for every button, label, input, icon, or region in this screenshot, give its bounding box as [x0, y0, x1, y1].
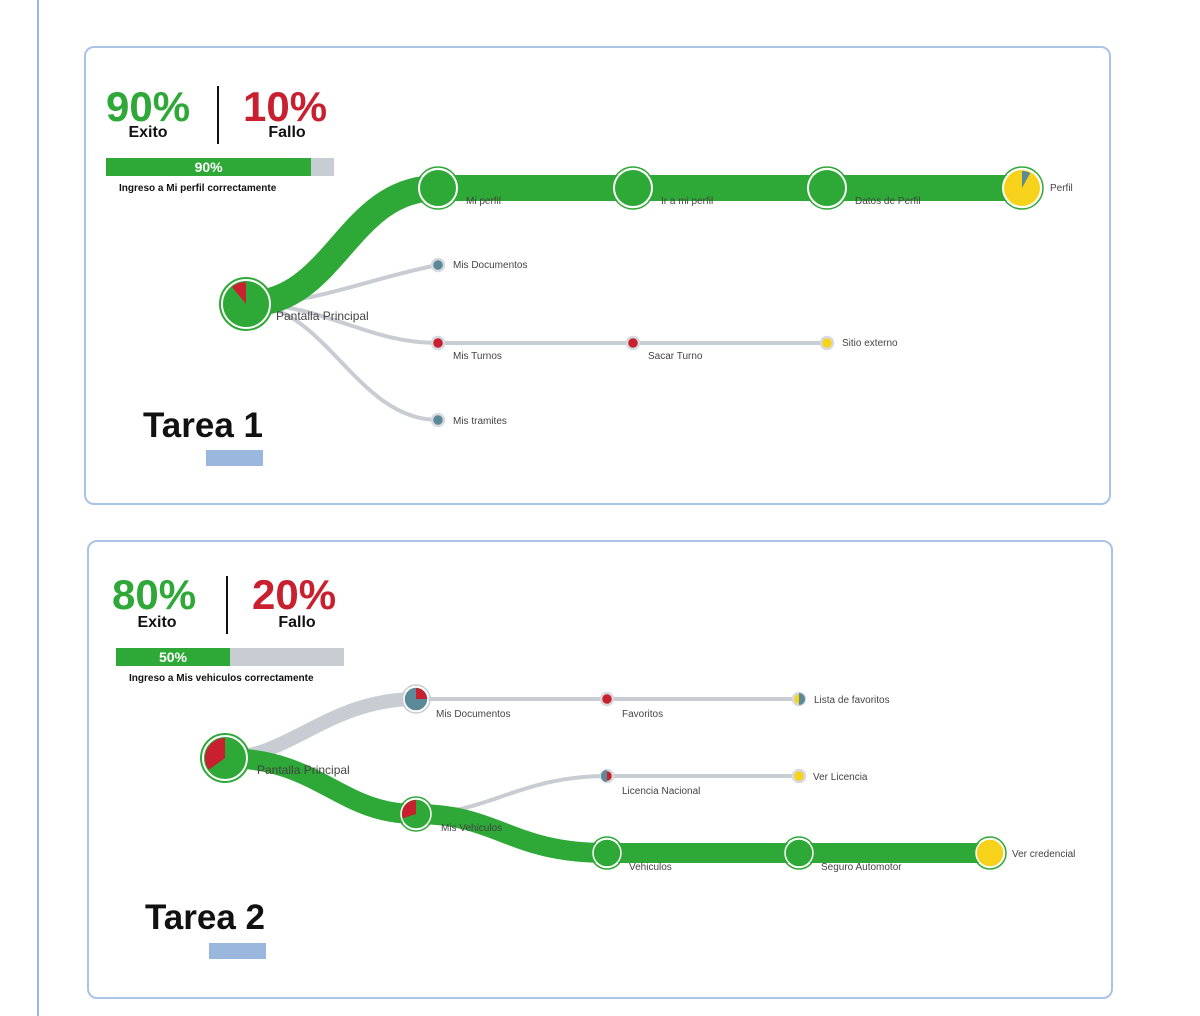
node-fail-slice: [416, 688, 427, 699]
node-ring: [782, 836, 816, 870]
node-favoritos[interactable]: [599, 691, 615, 707]
node-circle: [819, 335, 835, 351]
node-mis-tramites-label: Mis tramites: [453, 416, 507, 427]
node-datos-de-perfil[interactable]: [805, 166, 849, 210]
node-perfil[interactable]: [1000, 166, 1044, 210]
node-circle: [784, 838, 814, 868]
fail-percentage: 10%: [243, 83, 328, 130]
node-circle: [430, 257, 446, 273]
task-marker: [209, 943, 266, 959]
node-datos-de-perfil-label: Datos de Perfil: [855, 196, 921, 207]
node-circle: [430, 412, 446, 428]
node-root[interactable]: [200, 733, 250, 783]
completion-progress-bar: 90%: [106, 158, 334, 176]
node-ring: [973, 836, 1007, 870]
node-lista-de-favoritos-label: Lista de favoritos: [814, 695, 890, 706]
task-card-2: 80% Exito 20% Fallo 50% Ingreso a Mis ve…: [87, 540, 1113, 999]
node-perfil-label: Perfil: [1050, 183, 1073, 194]
node-mis-tramites[interactable]: [430, 412, 446, 428]
node-ring: [398, 796, 434, 832]
task-card-1: 90% Exito 10% Fallo 90% Ingreso a Mi per…: [84, 46, 1111, 505]
node-seguro-automotor[interactable]: [782, 836, 816, 870]
node-ver-credencial[interactable]: [973, 836, 1007, 870]
success-percentage: 90%: [106, 83, 191, 130]
fail-label: Fallo: [268, 124, 306, 141]
node-circle: [807, 168, 847, 208]
node-lista-de-favoritos[interactable]: [791, 691, 807, 707]
node-favoritos-label: Favoritos: [622, 709, 663, 720]
node-ring: [401, 684, 431, 714]
node-licencia-nacional[interactable]: [599, 768, 615, 784]
task-marker: [206, 450, 263, 466]
task-title: Tarea 2: [145, 898, 265, 937]
node-mi-perfil[interactable]: [416, 166, 460, 210]
node-mis-vehiculos[interactable]: [398, 796, 434, 832]
flow-diagram: Pantalla Principal Mis Documentos Favori…: [200, 684, 1075, 873]
node-vehiculos[interactable]: [590, 836, 624, 870]
node-fail-slice: [402, 800, 416, 819]
node-teal-half: [799, 693, 805, 705]
node-ir-a-mi-perfil[interactable]: [611, 166, 655, 210]
node-root-label: Pantalla Principal: [257, 763, 350, 777]
node-circle: [599, 691, 615, 707]
flow-diagram: Pantalla Principal Mi perfil Ir a mi per…: [219, 166, 1073, 428]
node-ring: [200, 733, 250, 783]
progress-text: 50%: [158, 649, 188, 665]
fail-label: Fallo: [278, 614, 316, 631]
end-teal-slice: [1022, 171, 1031, 188]
task-title: Tarea 1: [143, 406, 263, 445]
node-circle: [613, 168, 653, 208]
node-ver-licencia[interactable]: [791, 768, 807, 784]
node-ring: [611, 166, 655, 210]
completion-progress-bar: 50%: [116, 648, 344, 666]
node-mis-documentos[interactable]: [401, 684, 431, 714]
node-licencia-nacional-label: Licencia Nacional: [622, 786, 700, 797]
node-mis-turnos[interactable]: [430, 335, 446, 351]
node-root-label: Pantalla Principal: [276, 309, 369, 323]
node-teal-half: [601, 770, 607, 782]
node-sacar-turno-label: Sacar Turno: [648, 351, 703, 362]
node-ring: [590, 836, 624, 870]
node-sitio-externo[interactable]: [819, 335, 835, 351]
node-sitio-externo-label: Sitio externo: [842, 338, 898, 349]
node-ring: [1000, 166, 1044, 210]
success-percentage: 80%: [112, 571, 197, 618]
node-ring: [805, 166, 849, 210]
fail-percentage: 20%: [252, 571, 337, 618]
node-mi-perfil-label: Mi perfil: [466, 196, 501, 207]
node-circle: [430, 335, 446, 351]
node-ir-a-mi-perfil-label: Ir a mi perfil: [661, 196, 713, 207]
task-caption: Ingreso a Mis vehiculos correctamente: [129, 673, 314, 684]
node-circle: [592, 838, 622, 868]
node-ver-licencia-label: Ver Licencia: [813, 772, 868, 783]
node-mis-turnos-label: Mis Turnos: [453, 351, 502, 362]
node-mis-documentos-label: Mis Documentos: [436, 709, 510, 720]
node-mis-documentos[interactable]: [430, 257, 446, 273]
node-ver-credencial-label: Ver credencial: [1012, 849, 1075, 860]
score-divider: [226, 576, 228, 634]
progress-fill: [106, 158, 312, 176]
node-root-ring: [219, 277, 273, 331]
root-fail-slice: [231, 282, 246, 304]
node-circle: [418, 168, 458, 208]
node-mis-vehiculos-label: Mis Vehiculos: [441, 823, 502, 834]
node-circle: [975, 838, 1005, 868]
progress-fill: [116, 648, 230, 666]
node-circle: [791, 768, 807, 784]
node-seguro-automotor-label: Seguro Automotor: [821, 862, 902, 873]
node-mis-documentos-label: Mis Documentos: [453, 260, 527, 271]
root-fail-slice: [204, 738, 225, 770]
node-sacar-turno[interactable]: [625, 335, 641, 351]
score-divider: [217, 86, 219, 144]
node-ring: [416, 166, 460, 210]
task-caption: Ingreso a Mi perfil correctamente: [119, 183, 277, 194]
path-to-mis-documentos: [224, 692, 417, 765]
node-circle: [625, 335, 641, 351]
success-label: Exito: [128, 124, 168, 141]
progress-text: 90%: [194, 159, 223, 175]
left-margin-rule: [37, 0, 39, 1016]
node-vehiculos-label: Vehiculos: [629, 862, 672, 873]
success-label: Exito: [137, 614, 177, 631]
